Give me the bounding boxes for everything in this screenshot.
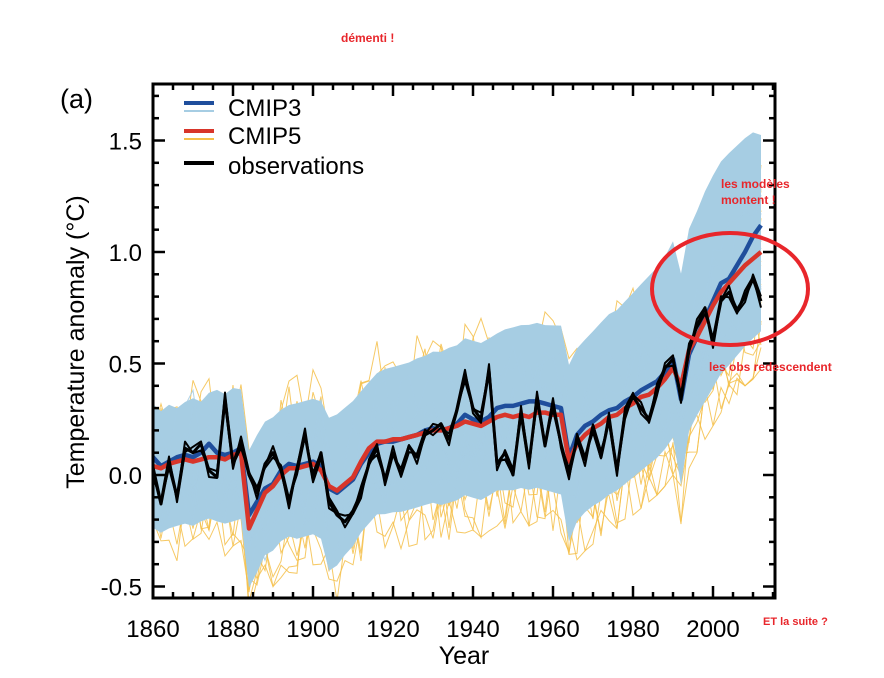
annotation-models-rise-line1: les modèles	[721, 177, 790, 191]
legend-item-observations: observations	[184, 153, 364, 180]
plot-area	[153, 132, 763, 598]
x-tick-label: 2000	[686, 616, 739, 643]
y-tick-label: -0.5	[101, 575, 142, 602]
cmip3-ensemble-member	[153, 256, 762, 554]
annotation-obs-fall: les obs redescendent	[709, 360, 832, 374]
x-tick-label: 1920	[366, 616, 419, 643]
annotation-models-rise-line2: montent !	[721, 193, 776, 207]
legend-item-cmip5: CMIP5	[184, 123, 301, 150]
y-tick-labels: -0.5 0.0 0.5 1.0 1.5	[101, 129, 142, 602]
observations-line	[153, 273, 762, 517]
x-tick-labels: 1860 1880 1900 1920 1940 1960 1980 2000	[126, 616, 739, 643]
legend-label-cmip5: CMIP5	[228, 123, 301, 150]
annotation-dementi: démenti !	[341, 31, 394, 45]
annotation-what-next: ET la suite ?	[763, 616, 828, 628]
cmip3-ensemble-member	[153, 251, 762, 579]
legend-item-cmip3: CMIP3	[184, 95, 301, 122]
x-tick-label: 1900	[286, 616, 339, 643]
axis-ticks	[151, 84, 775, 598]
legend-label-observations: observations	[228, 153, 364, 180]
x-tick-label: 1980	[606, 616, 659, 643]
x-tick-label: 1880	[206, 616, 259, 643]
panel-label: (a)	[60, 84, 93, 114]
y-tick-label: 0.5	[109, 352, 142, 379]
y-tick-label: 1.5	[109, 129, 142, 156]
x-tick-label: 1860	[126, 616, 179, 643]
x-tick-label: 1940	[446, 616, 499, 643]
legend-label-cmip3: CMIP3	[228, 95, 301, 122]
legend: CMIP3 CMIP5 observations	[184, 95, 364, 180]
y-tick-label: 1.0	[109, 240, 142, 267]
x-axis-title: Year	[439, 642, 490, 670]
observations-lines	[153, 273, 763, 529]
highlight-ellipse	[650, 231, 810, 347]
y-tick-label: 0.0	[109, 463, 142, 490]
x-tick-label: 1960	[526, 616, 579, 643]
y-axis-title: Temperature anomaly (°C)	[62, 195, 90, 488]
